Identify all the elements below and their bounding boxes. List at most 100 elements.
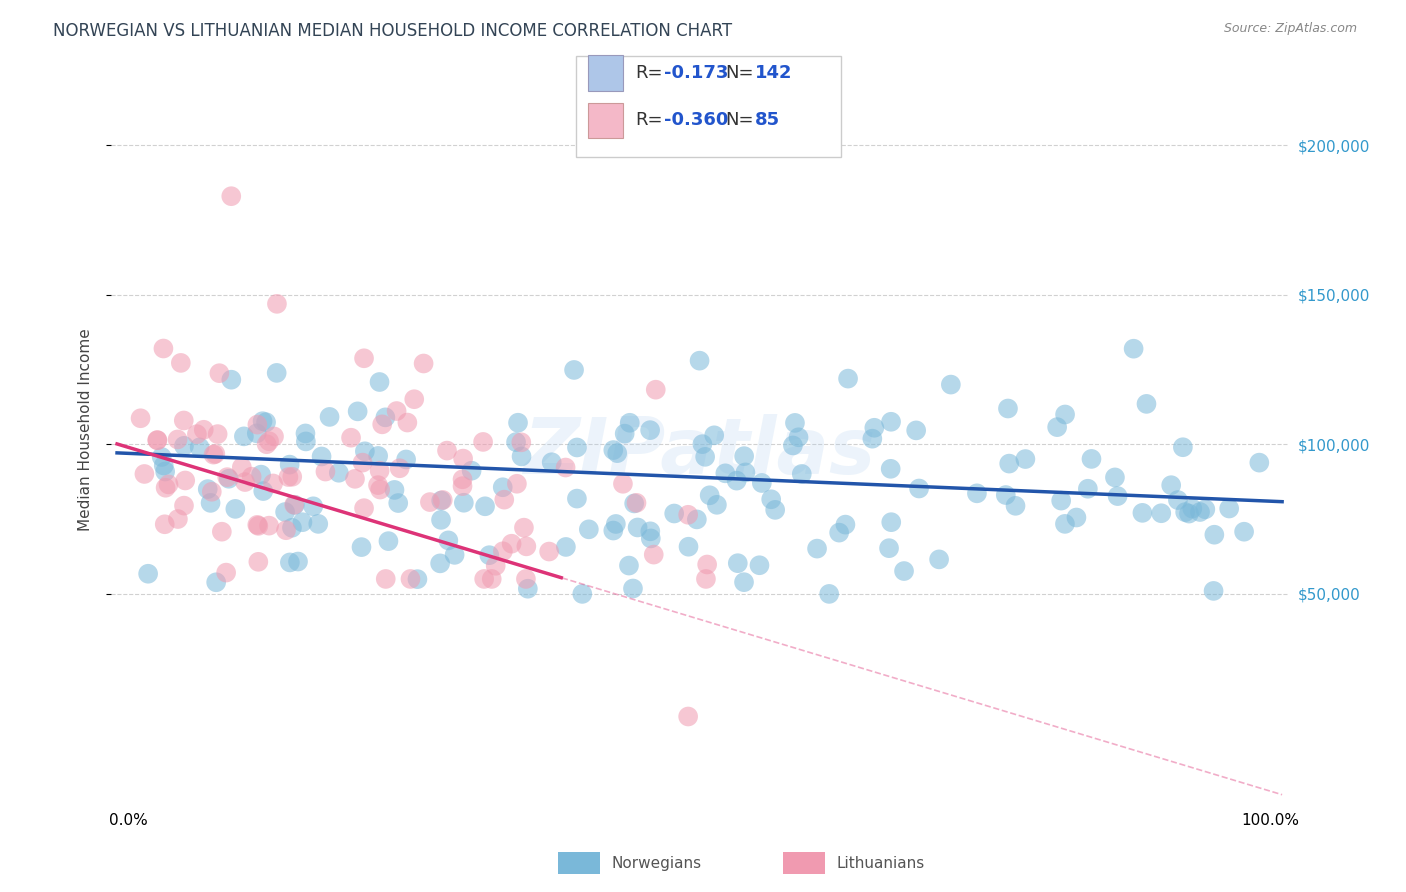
Point [451,472,474,486]
Point [129,411,152,425]
Point [837,371,859,385]
Point [1188,505,1211,519]
Point [314,465,336,479]
Point [748,558,770,573]
Point [562,363,585,377]
Point [173,439,195,453]
Point [751,475,773,490]
Point [233,475,256,489]
Point [828,525,851,540]
Point [170,356,193,370]
Point [278,458,301,472]
Point [908,482,931,496]
Point [578,522,600,536]
Point [939,377,962,392]
Point [437,533,460,548]
Point [1202,583,1225,598]
Point [281,521,304,535]
Point [880,415,903,429]
Point [703,428,725,442]
Point [540,455,562,469]
Text: -0.173: -0.173 [664,64,728,82]
Point [626,520,648,534]
Point [818,587,841,601]
Point [510,450,533,464]
Text: N=: N= [725,64,754,82]
Point [387,496,409,510]
Text: 142: 142 [755,64,793,82]
Point [262,476,284,491]
Point [474,500,496,514]
Point [197,482,219,496]
Point [219,189,242,203]
Point [146,433,169,447]
FancyBboxPatch shape [576,55,841,157]
Point [834,517,856,532]
Point [494,492,516,507]
Point [689,353,711,368]
Point [307,516,329,531]
Point [513,521,536,535]
Point [1066,510,1088,524]
Point [1160,478,1182,492]
Point [1233,524,1256,539]
Point [254,415,277,429]
Point [368,375,391,389]
Point [1014,452,1036,467]
Point [877,541,900,556]
Point [328,466,350,480]
Point [153,465,176,479]
Point [506,476,529,491]
Point [266,366,288,380]
Point [621,582,644,596]
Y-axis label: Median Household Income: Median Household Income [79,328,93,531]
Point [152,458,174,473]
Point [485,558,508,573]
Point [208,366,231,380]
Point [224,501,246,516]
Point [696,558,718,572]
Point [246,417,269,432]
Point [706,498,728,512]
Point [250,467,273,482]
Point [893,564,915,578]
Point [1046,420,1069,434]
Point [997,401,1019,416]
Text: ZIPatlas: ZIPatlas [523,414,876,490]
Point [678,540,700,554]
Point [515,572,537,586]
Point [643,548,665,562]
Point [763,503,786,517]
Point [626,496,648,510]
Point [640,532,662,546]
Point [1167,493,1189,508]
Point [994,488,1017,502]
Point [207,427,229,442]
Point [263,429,285,443]
Point [1249,456,1271,470]
Point [453,496,475,510]
Point [232,429,254,443]
Point [686,512,709,526]
Point [1132,506,1154,520]
Point [725,474,748,488]
Point [395,452,418,467]
Point [166,433,188,447]
Point [367,449,389,463]
Point [905,423,928,437]
Point [515,540,537,554]
Point [879,462,901,476]
Point [492,480,515,494]
Point [215,566,238,580]
Point [218,472,240,486]
Point [274,523,297,537]
Point [396,416,419,430]
Point [277,470,299,484]
Point [602,524,624,538]
Point [404,392,426,407]
Point [1054,408,1077,422]
Point [501,537,523,551]
Point [1218,501,1240,516]
Point [478,548,501,562]
Point [472,572,495,586]
